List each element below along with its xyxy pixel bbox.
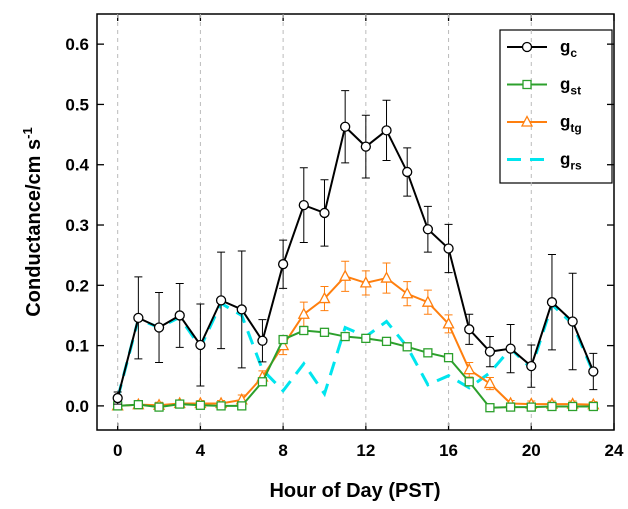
data-point [133, 400, 144, 410]
legend-subscript: tg [570, 121, 581, 135]
data-point [297, 307, 310, 319]
data-point [443, 243, 454, 254]
data-point [319, 207, 330, 219]
data-point [278, 334, 288, 345]
data-point [257, 335, 268, 346]
data-point [505, 343, 516, 354]
plot-frame [96, 13, 615, 431]
legend-name: g [560, 112, 570, 131]
legend-marker [520, 115, 534, 127]
legend-label: gtg [560, 112, 582, 135]
data-point [195, 400, 206, 410]
data-point [112, 392, 123, 404]
data-point [401, 286, 414, 299]
data-point [174, 310, 185, 321]
data-point [526, 402, 536, 412]
data-point [154, 402, 164, 412]
legend-subscript: c [570, 46, 577, 60]
data-point [485, 403, 495, 413]
y-axis-label-sup: -1 [20, 127, 35, 139]
y-tick-label: 0.6 [65, 35, 89, 54]
data-point [340, 331, 350, 342]
legend-box [499, 29, 613, 184]
legend-subscript: rs [570, 159, 582, 173]
data-point [464, 377, 474, 387]
data-point [588, 401, 598, 412]
x-axis-label: Hour of Day (PST) [269, 480, 440, 502]
legend-name: g [560, 37, 570, 56]
data-point [464, 324, 475, 335]
data-point [257, 377, 268, 387]
y-tick-label: 0.4 [65, 156, 89, 175]
x-tick-label: 8 [278, 441, 287, 460]
data-point [588, 366, 599, 377]
y-tick-label: 0.0 [65, 397, 89, 416]
legend-subscript: st [570, 84, 581, 98]
data-point [546, 297, 558, 308]
y-axis-label: Conductance/cm s-1 [20, 127, 45, 316]
legend-label: gc [560, 37, 577, 60]
data-point [402, 166, 413, 178]
data-point [133, 312, 144, 324]
data-point [483, 376, 496, 389]
data-point [423, 348, 433, 358]
data-point [421, 295, 434, 307]
data-point [381, 125, 392, 136]
data-point [360, 141, 371, 152]
legend-marker [522, 79, 532, 90]
data-point [443, 353, 454, 363]
data-point [567, 401, 578, 412]
legend-name: g [560, 150, 570, 169]
y-tick-label: 0.5 [65, 95, 89, 114]
y-axis-label-text: Conductance/cm s [23, 139, 45, 317]
data-point [236, 304, 247, 315]
data-point [319, 327, 330, 337]
data-point [299, 325, 309, 336]
data-point [380, 271, 393, 283]
y-tick-label: 0.2 [65, 276, 89, 295]
x-tick-label: 4 [196, 441, 206, 460]
legend-label: grs [560, 150, 582, 173]
data-point [484, 346, 496, 357]
data-point [339, 269, 352, 281]
data-point [442, 316, 455, 329]
data-point [216, 401, 226, 411]
data-point [298, 199, 309, 211]
data-point [547, 401, 557, 412]
data-point [215, 295, 227, 306]
data-point [505, 402, 516, 412]
data-point [567, 316, 578, 327]
data-point [237, 401, 247, 411]
data-point [381, 336, 392, 347]
x-tick-label: 24 [605, 441, 624, 460]
y-tick-label: 0.3 [65, 216, 89, 235]
data-point [361, 333, 371, 344]
legend-label: gst [560, 75, 581, 98]
data-point [277, 259, 289, 270]
legend-marker [521, 41, 533, 53]
x-tick-label: 16 [439, 441, 458, 460]
x-tick-label: 20 [522, 441, 541, 460]
y-tick-label: 0.1 [65, 337, 89, 356]
series-line [117, 275, 594, 407]
data-point [153, 322, 165, 333]
data-point [463, 362, 476, 375]
legend-name: g [560, 75, 570, 94]
series-line [116, 301, 595, 399]
x-tick-label: 12 [356, 441, 375, 460]
x-tick-label: 0 [113, 441, 122, 460]
data-point [526, 360, 537, 372]
data-point [359, 275, 372, 288]
data-point [340, 121, 351, 132]
data-point [175, 399, 185, 409]
data-point [422, 224, 434, 235]
series-line [117, 329, 594, 409]
data-point [318, 291, 331, 304]
data-point [402, 342, 412, 352]
data-point [195, 339, 206, 351]
